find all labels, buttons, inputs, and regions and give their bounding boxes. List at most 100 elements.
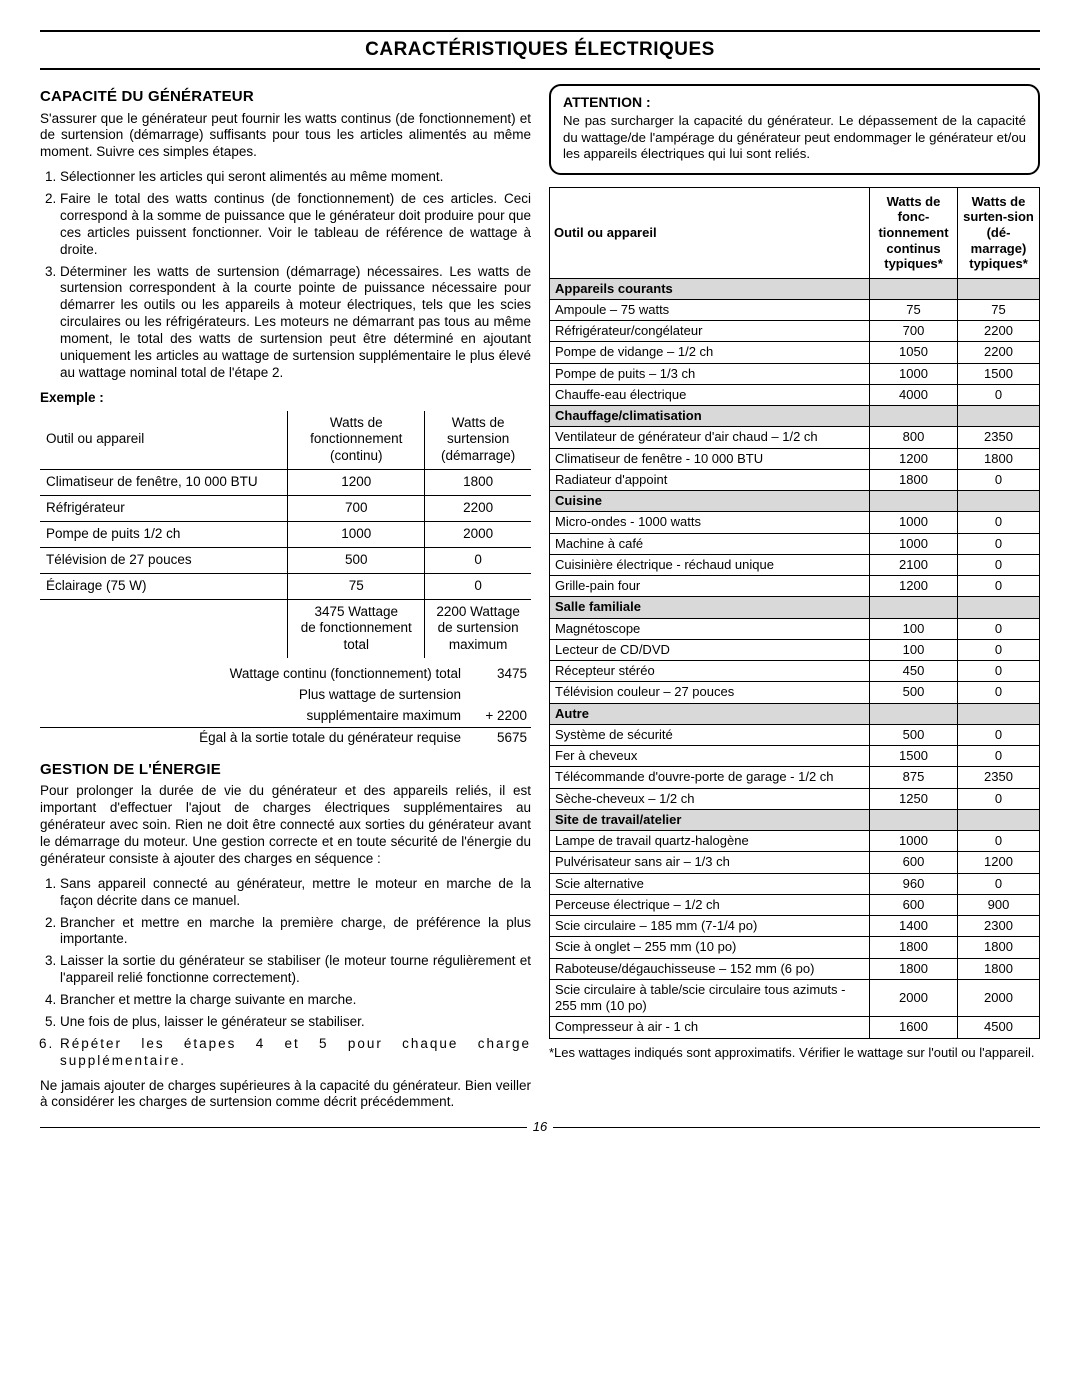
ref-cell-surge: 1800 xyxy=(958,958,1040,979)
ref-cell-surge: 0 xyxy=(958,618,1040,639)
ref-cell-surge: 0 xyxy=(958,746,1040,767)
sum-label: Égal à la sortie totale du générateur re… xyxy=(40,727,471,748)
ref-cell-label: Micro-ondes - 1000 watts xyxy=(550,512,870,533)
ref-cell-surge: 2300 xyxy=(958,916,1040,937)
ex-hdr-run: Watts de fonctionnement (continu) xyxy=(288,411,425,470)
ref-cell-run: 1500 xyxy=(870,746,958,767)
ref-cell-run: 800 xyxy=(870,427,958,448)
ref-cell-run: 1800 xyxy=(870,958,958,979)
ref-cell-label: Ampoule – 75 watts xyxy=(550,299,870,320)
ref-cell-surge: 0 xyxy=(958,682,1040,703)
example-table: Outil ou appareil Watts de fonctionnemen… xyxy=(40,411,531,659)
example-label: Exemple : xyxy=(40,390,531,407)
ref-cell-run: 1200 xyxy=(870,448,958,469)
ref-cell-run: 1600 xyxy=(870,1017,958,1038)
ref-category: Cuisine xyxy=(550,491,870,512)
ref-cell-label: Réfrigérateur/congélateur xyxy=(550,321,870,342)
ref-cell-label: Raboteuse/dégauchisseuse – 152 mm (6 po) xyxy=(550,958,870,979)
ref-cell-label: Télévision couleur – 27 pouces xyxy=(550,682,870,703)
ref-cell-run: 875 xyxy=(870,767,958,788)
ex-cell: Éclairage (75 W) xyxy=(40,573,288,599)
ref-cell xyxy=(870,491,958,512)
ref-cell-surge: 0 xyxy=(958,831,1040,852)
ref-cell-run: 1050 xyxy=(870,342,958,363)
sum-label: supplémentaire maximum xyxy=(40,706,471,727)
ref-cell-label: Récepteur stéréo xyxy=(550,661,870,682)
ref-cell-surge: 0 xyxy=(958,724,1040,745)
ref-cell xyxy=(870,597,958,618)
ref-cell-surge: 75 xyxy=(958,299,1040,320)
ref-hdr-run: Watts de fonc-tionnement continus typiqu… xyxy=(870,187,958,278)
attention-text: Ne pas surcharger la capacité du générat… xyxy=(563,113,1026,163)
ex-cell: Réfrigérateur xyxy=(40,496,288,522)
pm-step: Sans appareil connecté au générateur, me… xyxy=(60,876,531,910)
ref-cell-run: 500 xyxy=(870,724,958,745)
ref-cell-run: 100 xyxy=(870,618,958,639)
ref-cell-label: Scie circulaire – 185 mm (7-1/4 po) xyxy=(550,916,870,937)
ref-cell-surge: 2000 xyxy=(958,979,1040,1017)
ref-cell-surge: 1800 xyxy=(958,448,1040,469)
ex-cell: 1000 xyxy=(288,521,425,547)
ref-cell-run: 4000 xyxy=(870,384,958,405)
ref-cell-surge: 1800 xyxy=(958,937,1040,958)
ref-cell-run: 1000 xyxy=(870,512,958,533)
ex-cell: 700 xyxy=(288,496,425,522)
ex-total-surge: 2200 Wattage de surtension maximum xyxy=(425,599,531,658)
ex-hdr-tool: Outil ou appareil xyxy=(40,411,288,470)
ref-cell-surge: 1500 xyxy=(958,363,1040,384)
ref-cell xyxy=(870,703,958,724)
ref-cell-label: Grille-pain four xyxy=(550,576,870,597)
ref-cell-label: Magnétoscope xyxy=(550,618,870,639)
ref-cell-run: 1000 xyxy=(870,831,958,852)
ref-cell-label: Pompe de puits – 1/3 ch xyxy=(550,363,870,384)
ref-cell-run: 1000 xyxy=(870,363,958,384)
ref-cell-label: Lampe de travail quartz-halogène xyxy=(550,831,870,852)
page-number: 16 xyxy=(40,1127,1040,1144)
ref-cell xyxy=(958,597,1040,618)
ref-cell-surge: 0 xyxy=(958,384,1040,405)
ref-cell-label: Scie circulaire à table/scie circulaire … xyxy=(550,979,870,1017)
sum-val: 5675 xyxy=(471,727,531,748)
ex-cell: 2200 xyxy=(425,496,531,522)
ref-cell-label: Fer à cheveux xyxy=(550,746,870,767)
ref-footnote: *Les wattages indiqués sont approximatif… xyxy=(549,1045,1040,1061)
capacity-step: Faire le total des watts continus (de fo… xyxy=(60,191,531,259)
ex-cell: Climatiseur de fenêtre, 10 000 BTU xyxy=(40,470,288,496)
capacity-intro: S'assurer que le générateur peut fournir… xyxy=(40,111,531,162)
ref-cell-surge: 0 xyxy=(958,469,1040,490)
ref-cell xyxy=(958,703,1040,724)
pm-step: Brancher et mettre en marche la première… xyxy=(60,915,531,949)
ref-cell-surge: 0 xyxy=(958,533,1040,554)
capacity-step: Sélectionner les articles qui seront ali… xyxy=(60,169,531,186)
ref-cell xyxy=(958,491,1040,512)
ref-cell-surge: 1200 xyxy=(958,852,1040,873)
sum-label: Wattage continu (fonctionnement) total xyxy=(40,664,471,685)
ref-cell-run: 2100 xyxy=(870,554,958,575)
ref-cell xyxy=(958,278,1040,299)
ref-cell xyxy=(870,406,958,427)
ex-cell: 2000 xyxy=(425,521,531,547)
ref-cell-label: Cuisinière électrique - réchaud unique xyxy=(550,554,870,575)
ref-category: Autre xyxy=(550,703,870,724)
ex-cell: 0 xyxy=(425,573,531,599)
sum-val: + 2200 xyxy=(471,706,531,727)
pm-step: Brancher et mettre la charge suivante en… xyxy=(60,992,531,1009)
ref-cell-surge: 0 xyxy=(958,788,1040,809)
ex-total-run: 3475 Wattage de fonctionnement total xyxy=(288,599,425,658)
ref-cell-surge: 2200 xyxy=(958,321,1040,342)
ref-cell-label: Pompe de vidange – 1/2 ch xyxy=(550,342,870,363)
ex-cell: 500 xyxy=(288,547,425,573)
ref-category: Site de travail/atelier xyxy=(550,809,870,830)
ref-cell-surge: 2350 xyxy=(958,427,1040,448)
ref-cell-label: Ventilateur de générateur d'air chaud – … xyxy=(550,427,870,448)
ref-cell-label: Scie alternative xyxy=(550,873,870,894)
ex-cell: Pompe de puits 1/2 ch xyxy=(40,521,288,547)
ref-cell-run: 960 xyxy=(870,873,958,894)
ref-cell-label: Machine à café xyxy=(550,533,870,554)
summary-table: Wattage continu (fonctionnement) total34… xyxy=(40,664,531,749)
ref-cell-label: Pulvérisateur sans air – 1/3 ch xyxy=(550,852,870,873)
ref-cell-run: 100 xyxy=(870,639,958,660)
ex-hdr-surge: Watts de surtension (démarrage) xyxy=(425,411,531,470)
ref-cell xyxy=(870,278,958,299)
ref-category: Chauffage/climatisation xyxy=(550,406,870,427)
